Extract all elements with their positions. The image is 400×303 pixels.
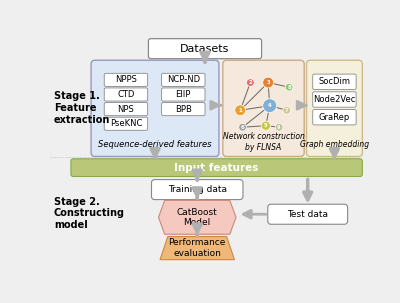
Text: Node2Vec: Node2Vec <box>313 95 356 104</box>
Text: Performance
evaluation: Performance evaluation <box>168 238 226 258</box>
FancyBboxPatch shape <box>162 73 205 86</box>
Text: BPB: BPB <box>175 105 192 114</box>
Text: 2: 2 <box>248 80 252 85</box>
Text: 6: 6 <box>241 125 244 130</box>
Text: 4: 4 <box>268 103 272 108</box>
Text: Sequence-derived features: Sequence-derived features <box>98 140 212 149</box>
FancyBboxPatch shape <box>313 74 356 89</box>
FancyBboxPatch shape <box>162 88 205 101</box>
Text: CTD: CTD <box>117 90 135 99</box>
Text: GraRep: GraRep <box>319 113 350 122</box>
Text: PseKNC: PseKNC <box>110 119 142 128</box>
Text: Test data: Test data <box>287 210 328 219</box>
FancyBboxPatch shape <box>152 180 243 200</box>
FancyBboxPatch shape <box>162 103 205 116</box>
Text: 1: 1 <box>238 108 242 113</box>
Text: 7: 7 <box>285 108 288 113</box>
Circle shape <box>246 79 254 86</box>
Circle shape <box>235 105 246 116</box>
Circle shape <box>261 121 270 130</box>
Text: Training data: Training data <box>168 185 227 194</box>
Text: 8: 8 <box>287 85 291 90</box>
Text: Stage 1.
Feature
extraction: Stage 1. Feature extraction <box>54 92 110 125</box>
Circle shape <box>285 83 293 91</box>
FancyBboxPatch shape <box>306 60 362 156</box>
Polygon shape <box>160 237 234 260</box>
FancyBboxPatch shape <box>313 109 356 125</box>
Text: Graph embedding: Graph embedding <box>300 140 369 149</box>
Text: NPS: NPS <box>118 105 134 114</box>
Text: EIIP: EIIP <box>176 90 191 99</box>
Circle shape <box>283 106 291 114</box>
Text: Stage 2.
Constructing
model: Stage 2. Constructing model <box>54 197 125 230</box>
Text: 3: 3 <box>266 80 270 85</box>
Circle shape <box>239 123 246 131</box>
FancyBboxPatch shape <box>71 159 362 177</box>
Text: Datasets: Datasets <box>180 44 230 54</box>
Text: CatBoost
Model: CatBoost Model <box>177 208 218 227</box>
FancyBboxPatch shape <box>104 103 148 116</box>
Polygon shape <box>158 200 236 234</box>
Text: Network construction
by FLNSA: Network construction by FLNSA <box>222 132 304 152</box>
FancyBboxPatch shape <box>223 60 304 156</box>
Text: NPPS: NPPS <box>115 75 137 84</box>
Text: Input features: Input features <box>174 163 259 173</box>
FancyBboxPatch shape <box>104 73 148 86</box>
Circle shape <box>263 77 274 88</box>
Circle shape <box>263 99 277 113</box>
Text: SocDim: SocDim <box>318 77 350 86</box>
FancyBboxPatch shape <box>91 60 219 156</box>
FancyBboxPatch shape <box>104 88 148 101</box>
FancyBboxPatch shape <box>268 204 348 224</box>
Circle shape <box>275 123 283 131</box>
FancyBboxPatch shape <box>148 39 262 59</box>
Text: 5: 5 <box>264 123 268 128</box>
Text: 9: 9 <box>277 125 281 130</box>
FancyBboxPatch shape <box>104 117 148 130</box>
Text: NCP-ND: NCP-ND <box>167 75 200 84</box>
FancyBboxPatch shape <box>313 92 356 107</box>
